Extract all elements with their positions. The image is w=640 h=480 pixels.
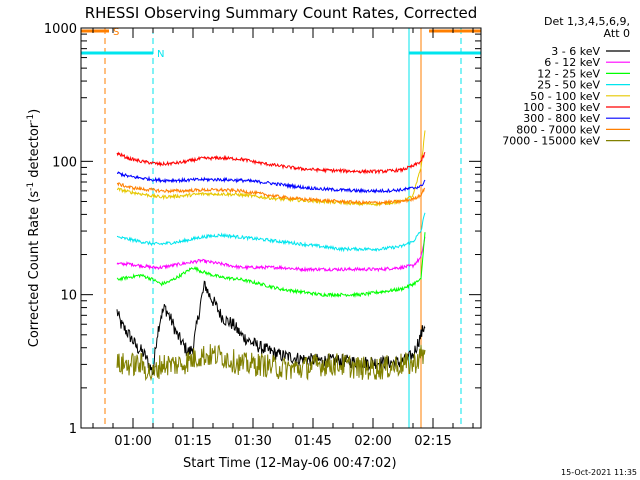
legend-entry-label: 25 - 50 keV	[537, 79, 600, 92]
series-line	[116, 151, 426, 175]
legend-entry-label: 6 - 12 keV	[544, 56, 600, 69]
series-line	[117, 171, 426, 194]
x-tick-label: 02:15	[414, 434, 451, 449]
legend-entry-label: 12 - 25 keV	[537, 67, 600, 80]
series-line	[116, 236, 426, 273]
y-axis: 1 10 100 1000	[44, 22, 481, 437]
y-axis-label-main: Corrected Count Rate (s	[27, 191, 42, 348]
series-line	[116, 280, 426, 376]
markers-layer	[104, 28, 462, 428]
x-axis-label: Start Time (12-May-06 00:47:02)	[183, 456, 397, 471]
footer-timestamp: 15-Oct-2021 11:35	[561, 468, 637, 477]
x-tick-label: 01:30	[234, 434, 271, 449]
y-axis-label-sup1: -1	[26, 182, 36, 191]
legend-entry-label: 50 - 100 keV	[530, 90, 600, 103]
y-axis-label-close: )	[27, 109, 42, 114]
flag-label: S	[113, 27, 119, 38]
legend-entry-label: 100 - 300 keV	[523, 101, 600, 114]
series-line	[116, 212, 426, 253]
legend-entry-label: 7000 - 15000 keV	[502, 135, 600, 148]
series-line	[116, 130, 426, 207]
legend-entry-label: 800 - 7000 keV	[516, 123, 600, 136]
x-tick-label: 01:00	[114, 434, 151, 449]
x-tick-label: 02:00	[354, 434, 391, 449]
series-line	[116, 232, 426, 298]
flag-label: N	[157, 49, 164, 60]
plot-frame	[80, 27, 482, 429]
y-tick-label: 1000	[44, 22, 77, 37]
legend-entry-label: 3 - 6 keV	[551, 45, 600, 58]
y-axis-label-mid: detector	[27, 122, 42, 182]
x-axis: 01:00 01:15 01:30 01:45 02:00 02:15	[92, 28, 474, 449]
y-tick-label: 100	[52, 155, 77, 170]
flags-layer: SN	[81, 27, 481, 60]
legend-entry-label: 300 - 800 keV	[523, 112, 600, 125]
x-tick-label: 01:45	[294, 434, 331, 449]
y-tick-label: 1	[69, 422, 77, 437]
y-axis-label: Corrected Count Rate (s-1 detector-1)	[26, 109, 42, 347]
y-tick-label: 10	[60, 289, 77, 304]
series-layer	[116, 130, 426, 382]
chart-title: RHESSI Observing Summary Count Rates, Co…	[85, 4, 478, 22]
x-tick-label: 01:15	[174, 434, 211, 449]
legend-title-line1: Det 1,3,4,5,6,9,	[544, 15, 630, 28]
series-line	[116, 344, 426, 382]
legend-title-line2: Att 0	[604, 27, 630, 40]
y-axis-label-sup2: -1	[26, 114, 36, 123]
series-line	[116, 182, 426, 206]
